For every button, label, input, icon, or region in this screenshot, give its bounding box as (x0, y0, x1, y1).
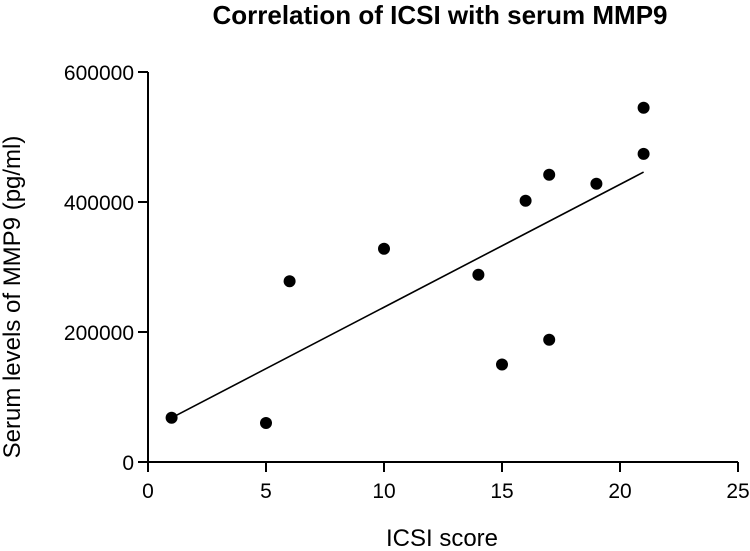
x-axis-label: ICSI score (386, 525, 498, 551)
chart-title: Correlation of ICSI with serum MMP9 (212, 0, 667, 30)
x-ticks: 0 5 10 15 20 25 (142, 462, 750, 503)
regression-line (171, 171, 644, 419)
data-point (543, 333, 556, 346)
data-point (543, 168, 556, 181)
data-point (519, 194, 532, 207)
regression-group (171, 171, 644, 419)
data-point (637, 147, 650, 160)
axes (147, 72, 738, 463)
y-tick-label: 600000 (64, 62, 134, 85)
data-point (637, 101, 650, 114)
x-tick-label: 20 (608, 480, 631, 503)
x-tick-label: 25 (726, 480, 749, 503)
x-tick-label: 10 (372, 480, 395, 503)
y-ticks: 0 200000 400000 600000 (64, 62, 148, 475)
data-points (165, 101, 650, 429)
x-tick-label: 0 (142, 480, 154, 503)
data-point (378, 242, 390, 255)
data-point (496, 358, 508, 371)
y-tick-label: 200000 (64, 322, 134, 345)
data-point (472, 268, 485, 281)
x-tick-label: 15 (490, 480, 513, 503)
data-point (283, 275, 296, 288)
x-tick-label: 5 (260, 480, 272, 503)
y-axis-label: Serum levels of MMP9 (pg/ml) (0, 136, 26, 459)
data-point (165, 411, 178, 424)
data-point (590, 177, 603, 190)
y-tick-label: 0 (122, 452, 134, 475)
y-tick-label: 400000 (64, 192, 134, 215)
data-point (260, 417, 272, 429)
